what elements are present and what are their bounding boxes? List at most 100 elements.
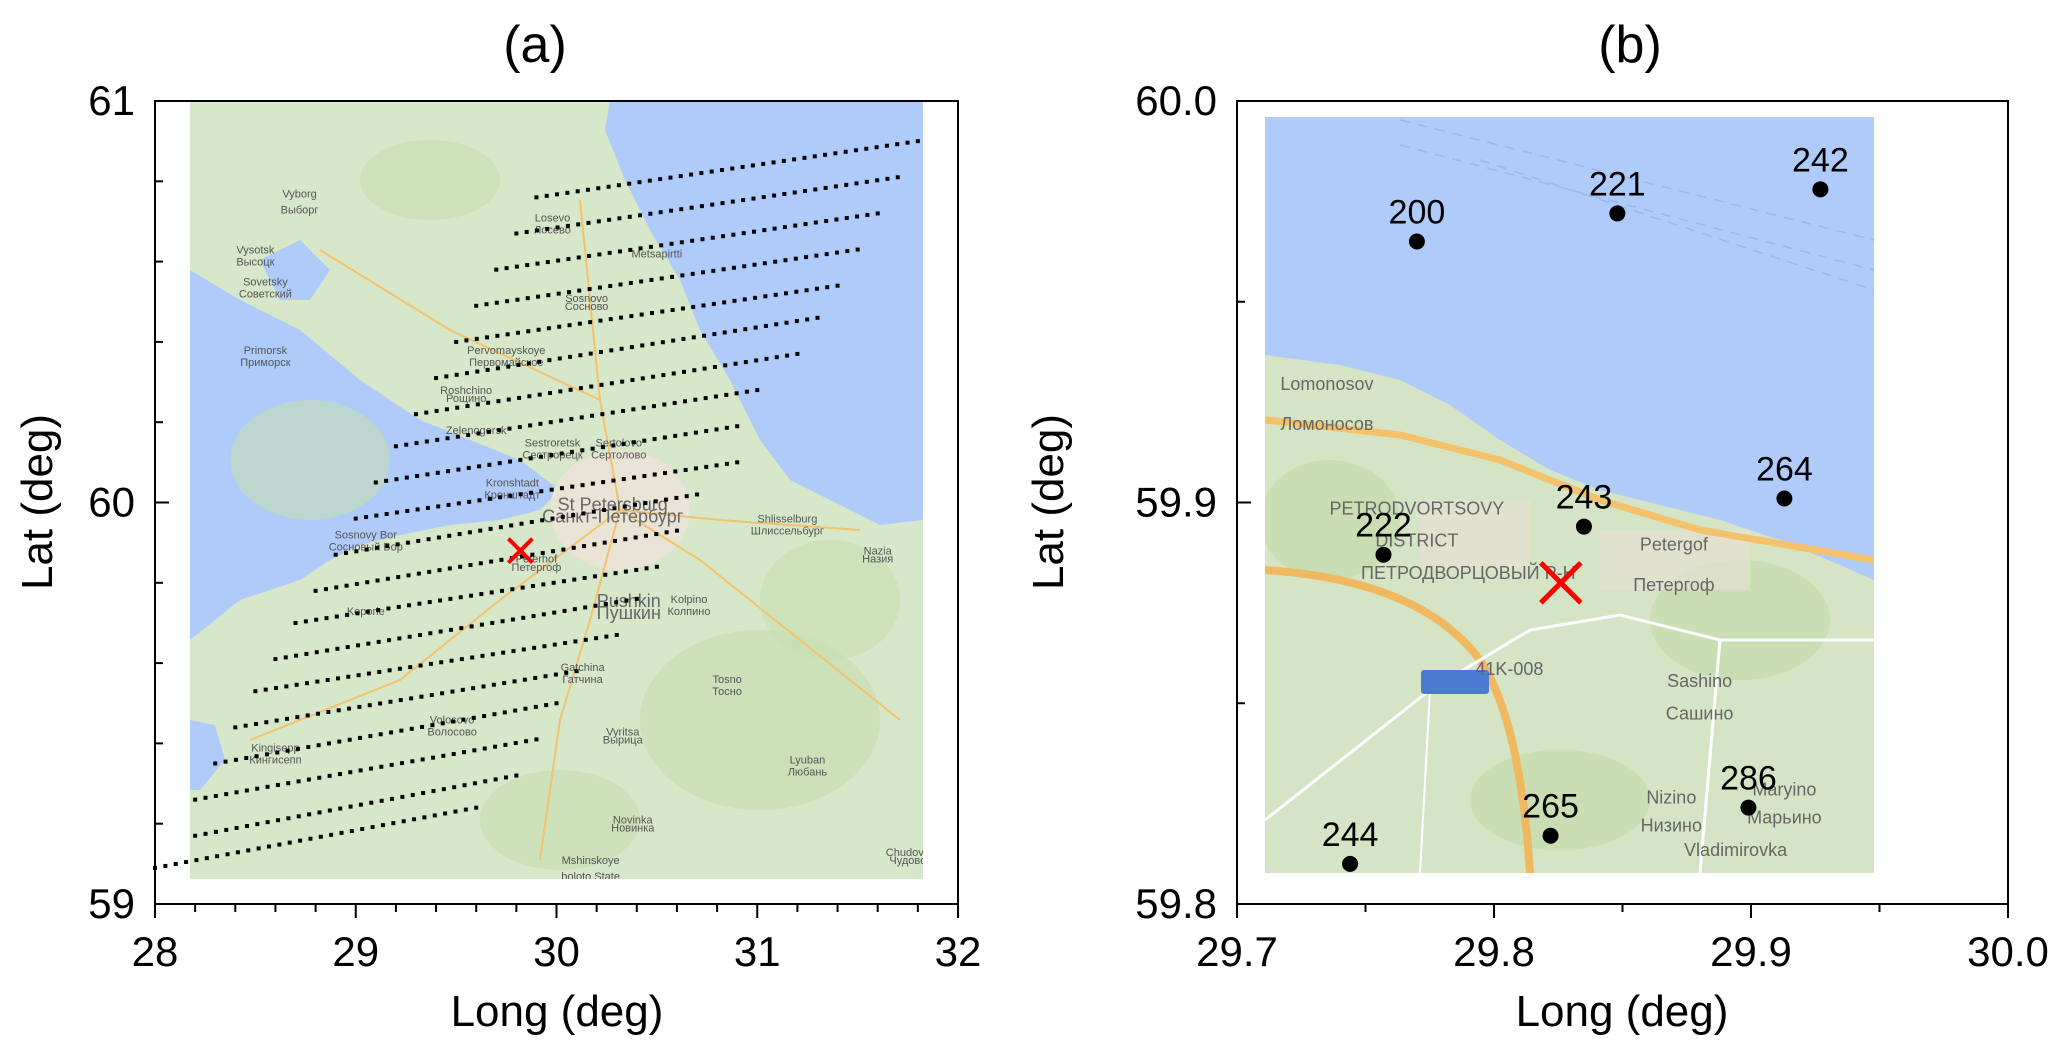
panel-a-track-point bbox=[642, 438, 647, 443]
panel-a-track-point bbox=[639, 312, 644, 317]
panel-a-track-point bbox=[683, 432, 688, 437]
panel-a-track-point bbox=[530, 584, 535, 589]
panel-a-track-point bbox=[431, 789, 436, 794]
panel-a-track-point bbox=[752, 262, 757, 267]
panel-b-label: (b) bbox=[1598, 16, 1662, 74]
panel-a-map-label: Чудово bbox=[889, 855, 926, 867]
panel-b-map-label: Сашино bbox=[1666, 703, 1734, 723]
panel-a-marker bbox=[506, 537, 534, 565]
panel-b-xlabel: Long (deg) bbox=[1516, 987, 1729, 1036]
panel-a-track-point bbox=[652, 472, 657, 477]
panel-b-point-dot bbox=[1776, 490, 1793, 507]
panel-a-track-point bbox=[771, 160, 776, 165]
panel-a-track-point bbox=[287, 840, 292, 845]
panel-a-track-point bbox=[514, 231, 519, 236]
panel-a-map-label: Любань bbox=[788, 767, 828, 779]
panel-a-track-point bbox=[273, 657, 278, 662]
panel-a-track-point bbox=[864, 179, 869, 184]
panel-a-track-point bbox=[724, 392, 729, 397]
panel-a-track-point bbox=[524, 739, 529, 744]
panel-a-track-point bbox=[754, 358, 759, 363]
panel-a-map-label: Pushkin bbox=[597, 591, 661, 611]
panel-a-track-point bbox=[552, 610, 557, 615]
panel-a-track-point bbox=[234, 790, 239, 795]
panel-a-track-point bbox=[419, 694, 424, 699]
panel-a-track-point bbox=[213, 829, 218, 834]
panel-a-track-point bbox=[593, 603, 598, 608]
panel-a-xtick-label: 31 bbox=[734, 928, 781, 975]
panel-a-track-point bbox=[547, 391, 552, 396]
panel-a-track-point bbox=[244, 824, 249, 829]
panel-a-track-point bbox=[265, 784, 270, 789]
panel-a-track-point bbox=[329, 832, 334, 837]
panel-a-track-point bbox=[397, 636, 402, 641]
panel-a-track-point bbox=[659, 243, 664, 248]
panel-a-tracks bbox=[153, 139, 920, 870]
panel-a-track-point bbox=[835, 250, 840, 255]
panel-a-track-point bbox=[436, 504, 441, 509]
panel-a-track-point bbox=[813, 187, 818, 192]
panel-a-track-point bbox=[853, 148, 858, 153]
panel-a-track-point bbox=[534, 737, 539, 742]
panel-a-track bbox=[393, 388, 760, 449]
panel-a-track-point bbox=[631, 407, 636, 412]
panel-a-track-point bbox=[534, 228, 539, 233]
panel-a-track-point bbox=[568, 387, 573, 392]
panel-b-ytick-label: 60.0 bbox=[1135, 77, 1217, 124]
panel-a-track-point bbox=[681, 336, 686, 341]
panel-a-track-point bbox=[596, 186, 601, 191]
panel-a-track-point bbox=[577, 321, 582, 326]
panel-a-track-point bbox=[396, 604, 401, 609]
panel-a-track-point bbox=[498, 525, 503, 530]
panel-b-point: 244 bbox=[1322, 816, 1378, 872]
panel-a-xtick-label: 28 bbox=[132, 928, 179, 975]
panel-a-track-point bbox=[356, 673, 361, 678]
panel-a-track-point bbox=[478, 561, 483, 566]
panel-a-track-point bbox=[495, 333, 500, 338]
panel-b-map-label: Sashino bbox=[1667, 671, 1732, 691]
panel-a-track-point bbox=[436, 535, 441, 540]
panel-a-track-point bbox=[560, 514, 565, 519]
panel-a-track-point bbox=[466, 465, 471, 470]
panel-a-track-point bbox=[663, 470, 668, 475]
panel-a-track-point bbox=[586, 220, 591, 225]
panel-a-track-point bbox=[700, 237, 705, 242]
panel-a-track-point bbox=[354, 549, 359, 554]
panel-a-track bbox=[153, 805, 479, 870]
panel-a-track-point bbox=[592, 542, 597, 547]
panel-a-track-point bbox=[487, 462, 492, 467]
panel-a-track-point bbox=[601, 480, 606, 485]
panel-a-track-point bbox=[505, 332, 510, 337]
panel-a-track-point bbox=[393, 444, 398, 449]
panel-a-map-label: Санкт-Петербург bbox=[542, 507, 684, 527]
panel-a-track-point bbox=[374, 545, 379, 550]
panel-a-track-point bbox=[536, 294, 541, 299]
panel-a-track-point bbox=[380, 823, 385, 828]
panel-b-map-label: Lomonosov bbox=[1280, 374, 1373, 394]
panel-a-track-point bbox=[613, 571, 618, 576]
panel-a-track-point bbox=[682, 369, 687, 374]
panel-b-map-label: Maryino bbox=[1752, 780, 1816, 800]
panel-a-map-label: Гатчина bbox=[562, 674, 603, 686]
panel-a-track-point bbox=[348, 770, 353, 775]
panel-a-track-point bbox=[528, 456, 533, 461]
panel-a-track-point bbox=[823, 185, 828, 190]
panel-a-track-point bbox=[563, 641, 568, 646]
panel-a-track-point bbox=[344, 583, 349, 588]
panel-a-track-point bbox=[684, 494, 689, 499]
panel-a-track-point bbox=[458, 564, 463, 569]
panel-a-marker-stroke bbox=[506, 537, 534, 565]
panel-a-track-point bbox=[650, 341, 655, 346]
panel-a-track-point bbox=[378, 701, 383, 706]
panel-a-track-point bbox=[540, 550, 545, 555]
panel-a-track-point bbox=[387, 668, 392, 673]
panel-b-point-dot bbox=[1812, 181, 1829, 198]
panel-a-track-point bbox=[592, 574, 597, 579]
panel-a-track-point bbox=[264, 752, 269, 757]
panel-a-track-point bbox=[732, 298, 737, 303]
panel-a-track-point bbox=[539, 454, 544, 459]
panel-a-track-point bbox=[334, 585, 339, 590]
panel-a-map-label: Chudovo bbox=[886, 847, 930, 859]
panel-a-track-point bbox=[844, 182, 849, 187]
